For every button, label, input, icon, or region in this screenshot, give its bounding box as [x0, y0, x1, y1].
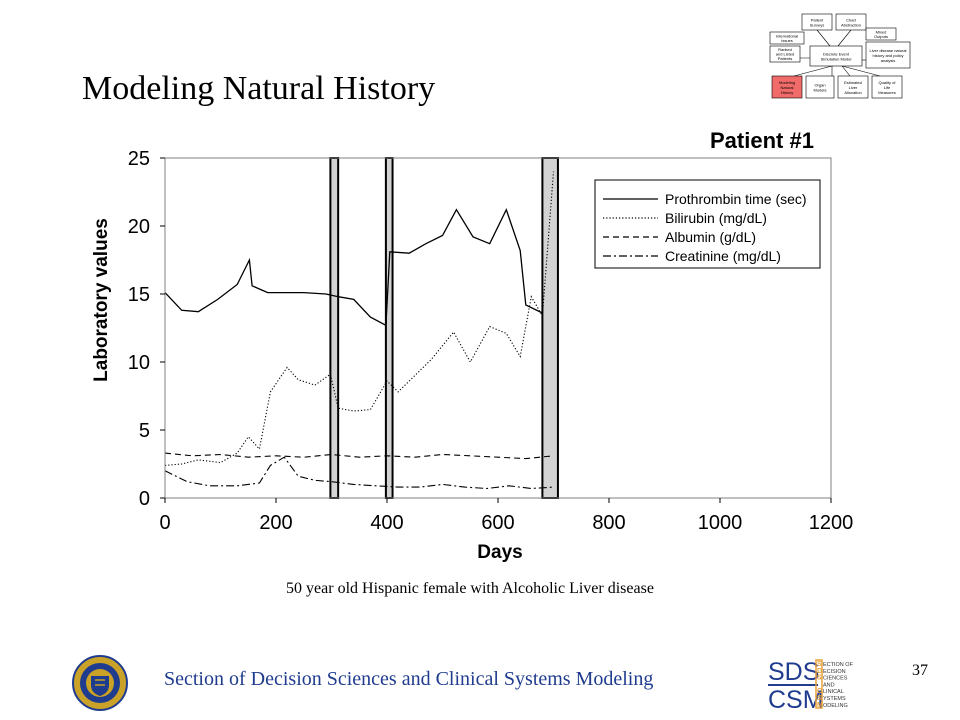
series-line	[164, 207, 543, 327]
shaded-interval	[541, 157, 559, 499]
logo-initial: M	[817, 702, 823, 709]
logo-word: ODELING	[823, 703, 848, 709]
legend-label: Creatinine (mg/dL)	[665, 248, 781, 264]
shaded-interval	[329, 157, 340, 499]
y-tick-label: 25	[128, 148, 150, 170]
y-tick-label: 15	[128, 284, 150, 306]
slide-title: Modeling Natural History	[82, 70, 436, 107]
logo-initial: C	[817, 688, 822, 695]
legend-label: Prothrombin time (sec)	[665, 191, 807, 207]
x-tick-label: 400	[370, 512, 403, 534]
legend: Prothrombin time (sec) Bilirubin (mg/dL) A…	[594, 179, 821, 269]
legend-box	[594, 179, 821, 269]
logo-word: ECISION	[823, 669, 846, 675]
x-tick-label: 200	[259, 512, 292, 534]
logo-word: AND	[823, 682, 835, 688]
y-tick-label: 10	[128, 352, 150, 374]
logo-initial: S	[817, 695, 822, 702]
series-line	[164, 171, 555, 466]
y-tick-label: 0	[139, 488, 150, 510]
logo-word: ECTION OF	[823, 662, 854, 668]
y-tick-label: 5	[139, 420, 150, 442]
x-tick-label: 600	[481, 512, 514, 534]
shaded-interval	[384, 157, 394, 499]
logo-sds: SDS	[768, 658, 819, 686]
y-axis-label: Laboratory values	[91, 218, 112, 382]
series-line	[164, 456, 554, 490]
university-seal-logo	[72, 655, 128, 711]
x-tick-label: 1000	[698, 512, 743, 534]
logo-initial: S	[817, 661, 822, 668]
x-tick-label: 1200	[809, 512, 854, 534]
chart-title: Patient #1	[710, 128, 814, 153]
x-tick-label: 0	[159, 512, 170, 534]
logo-word: LINICAL	[823, 689, 844, 695]
page-number: 37	[912, 662, 928, 679]
series-line	[164, 452, 554, 460]
logo-word: CIENCES	[823, 676, 848, 682]
logo-csm: CSM	[768, 686, 824, 712]
logo-initial: S	[817, 675, 822, 682]
x-axis-label: Days	[477, 542, 522, 563]
logo-initial: D	[817, 668, 822, 675]
x-tick-label: 800	[592, 512, 625, 534]
patient-caption: 50 year old Hispanic female with Alcohol…	[286, 580, 654, 597]
legend-label: Bilirubin (mg/dL)	[665, 210, 767, 226]
legend-label: Albumin (g/dL)	[665, 229, 756, 245]
logo-word: YSTEMS	[823, 696, 846, 702]
y-tick-label: 20	[128, 216, 150, 238]
footer-text: Section of Decision Sciences and Clinica…	[164, 668, 654, 690]
